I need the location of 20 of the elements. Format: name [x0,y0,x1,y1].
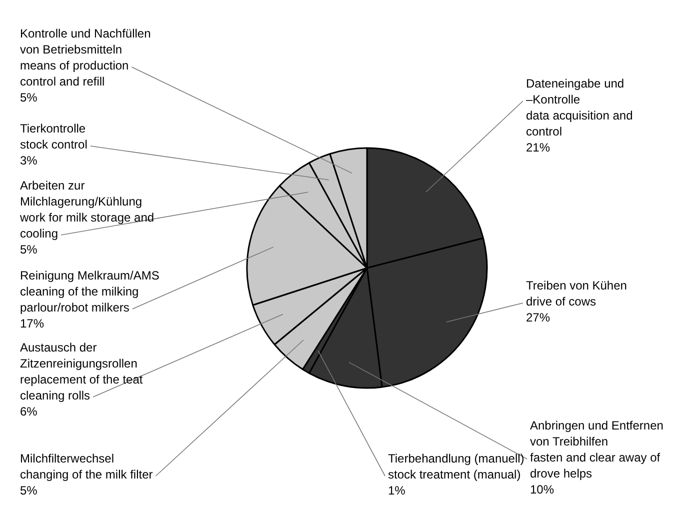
data-label: 1% [388,483,406,498]
data-label: 5% [20,242,38,256]
data-label: 21% [526,140,550,154]
data-label: 27% [526,310,550,324]
data-label: 5% [20,483,38,498]
slice-label: Anbringen und Entfernen von Treibhilfen fasten and clear away of drove helps [530,418,664,480]
data-label: 6% [20,404,38,418]
slice-label: Reinigung Melkraum/AMS cleaning of the milking parlour/robot milkers [20,268,160,314]
data-label: 10% [530,482,554,496]
slice-label: Treiben von Kühen drive of cows [526,278,627,308]
slice-label: Kontrolle und Nachfüllen von Betriebsmitteln means of production control and refill [20,26,151,88]
slice-label: Austausch der Zitzenreinigungsrollen replacement of the teat cleaning rolls [20,340,144,402]
slice-label: Milchfilterwechsel changing of the milk filter [20,451,153,482]
data-label: 3% [20,153,38,168]
data-label: 5% [20,90,38,104]
data-label: 17% [20,316,44,330]
slice-label: Tierkontrolle stock control [20,121,88,152]
slice-label: Tierbehandlung (manuell) stock treatment (manual) [388,451,524,482]
slice-label: Dateneingabe und –Kontrolle data acquisition and control [526,76,633,138]
slice-label: Arbeiten zur Milchlagerung/Kühlung work for milk storage and cooling [19,178,154,240]
